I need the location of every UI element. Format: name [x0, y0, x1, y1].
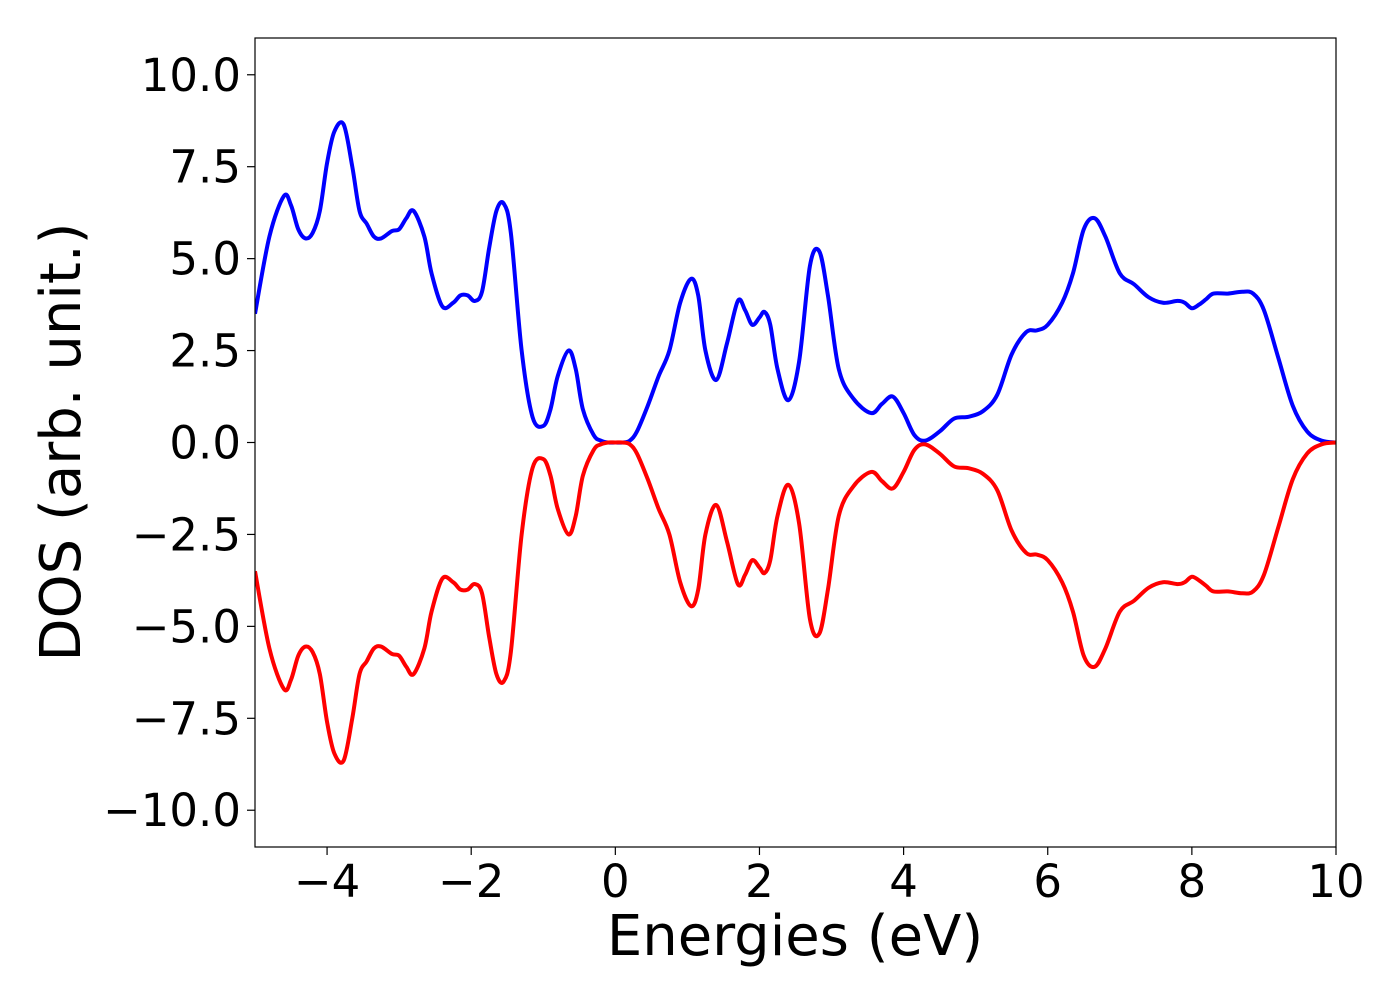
series-line-2 [255, 440, 1336, 765]
x-tick-label: 0 [601, 855, 630, 908]
y-tick-label: −7.5 [132, 692, 241, 745]
y-tick-label: 5.0 [169, 233, 241, 286]
y-tick-label: −5.0 [132, 600, 241, 653]
series-line-1 [255, 120, 1336, 445]
x-tick-label: 10 [1307, 855, 1364, 908]
x-tick-label: 2 [745, 855, 774, 908]
y-axis-title: DOS (arb. unit.) [29, 222, 94, 661]
y-tick-label: 10.0 [141, 49, 241, 102]
y-tick-label: −10.0 [103, 784, 241, 837]
y-tick-label: −2.5 [132, 508, 241, 561]
y-tick-label: 0.0 [169, 417, 241, 470]
plot-area [255, 38, 1336, 847]
series-layer [255, 120, 1336, 765]
x-tick-label: 6 [1033, 855, 1062, 908]
plot-background [255, 38, 1336, 847]
y-tick-label: 7.5 [169, 141, 241, 194]
x-tick-label: 8 [1178, 855, 1207, 908]
y-tick-label: 2.5 [169, 325, 241, 378]
y-axis: 10.0 7.5 5.0 2.5 0.0 −2.5 −5.0 −7.5 −10.0 [103, 49, 255, 837]
x-tick-label: −2 [438, 855, 504, 908]
x-axis: −4 −2 0 2 4 6 8 10 [294, 847, 1365, 908]
x-axis-title: Energies (eV) [607, 904, 983, 969]
x-tick-label: 4 [889, 855, 918, 908]
x-tick-label: −4 [294, 855, 360, 908]
